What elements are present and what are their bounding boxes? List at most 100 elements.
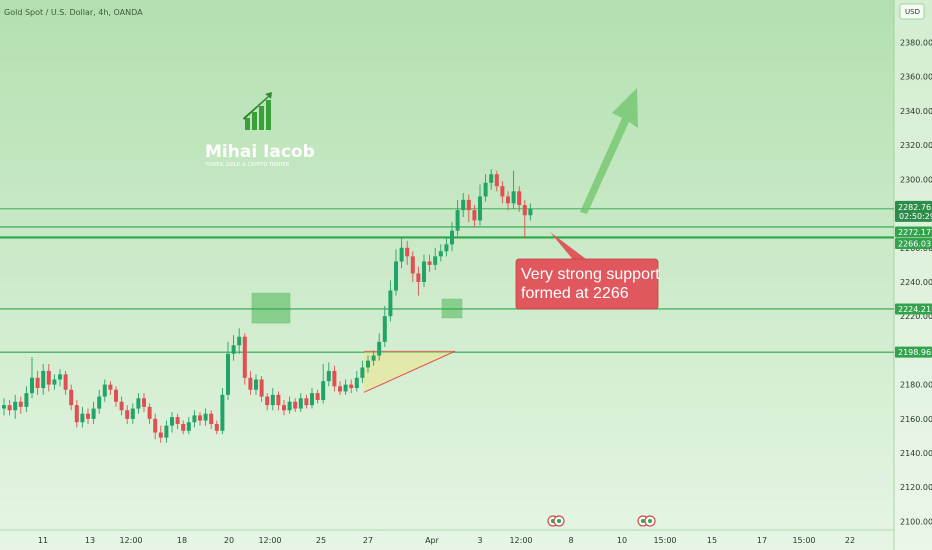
x-tick-9: 3 xyxy=(477,536,482,545)
candle-body-40 xyxy=(226,353,230,395)
candle-body-7 xyxy=(41,370,46,389)
candle-body-37 xyxy=(209,413,214,424)
callout-line-2: formed at 2266 xyxy=(521,285,629,302)
candle-body-21 xyxy=(119,401,124,411)
event-badge-2[interactable] xyxy=(553,515,565,527)
candle-body-2 xyxy=(13,401,18,411)
candle-body-85 xyxy=(478,196,482,221)
x-tick-6: 25 xyxy=(316,536,326,545)
candle-body-78 xyxy=(438,251,443,257)
candle-body-61 xyxy=(343,384,348,392)
candle-body-55 xyxy=(310,393,314,406)
candle-body-49 xyxy=(276,394,281,406)
x-tick-3: 18 xyxy=(177,536,187,545)
candle-body-10 xyxy=(58,374,62,380)
level-label-4: 2198.965 xyxy=(898,348,932,357)
candle-body-72 xyxy=(405,247,410,257)
level-badge-bg-3 xyxy=(895,303,932,315)
candle-body-54 xyxy=(304,398,309,406)
level-label-3: 2224.215 xyxy=(898,305,932,314)
candle-body-57 xyxy=(321,381,326,401)
x-tick-11: 8 xyxy=(568,536,573,545)
price-badge-bg xyxy=(895,200,932,222)
candle-body-19 xyxy=(108,384,113,390)
candle-body-13 xyxy=(74,405,79,423)
y-tick-2: 2140.000 xyxy=(900,449,932,458)
brand-chart-icon xyxy=(243,92,272,130)
candle-body-38 xyxy=(214,423,219,431)
x-tick-17: 22 xyxy=(845,536,855,545)
currency-label: USD xyxy=(905,8,920,16)
candle-body-31 xyxy=(175,417,180,424)
candle-body-41 xyxy=(231,345,236,354)
candle-body-15 xyxy=(86,413,90,419)
y-axis: 2100.000 2120.000 2140.000 2160.000 2180.000… xyxy=(895,39,932,526)
x-tick-8: Apr xyxy=(425,536,440,545)
candle-body-46 xyxy=(259,379,264,397)
candle-body-14 xyxy=(80,413,85,423)
candle-body-63 xyxy=(354,377,359,389)
candle-body-8 xyxy=(46,370,51,385)
x-tick-10: 12:00 xyxy=(509,536,532,545)
countdown-label: 02:50:29 xyxy=(899,212,932,221)
candle-body-58 xyxy=(326,370,331,382)
y-tick-14: 2380.000 xyxy=(900,39,932,48)
symbol-title[interactable]: Gold Spot / U.S. Dollar, 4h, OANDA xyxy=(4,8,143,17)
candle-body-82 xyxy=(461,199,466,211)
currency-selector[interactable]: USD xyxy=(899,3,925,20)
level-badge-bg-1 xyxy=(895,226,932,238)
candle-body-5 xyxy=(30,377,34,394)
candle-body-87 xyxy=(489,174,494,183)
candle-body-48 xyxy=(270,394,275,406)
candle-body-60 xyxy=(338,386,342,392)
candle-body-67 xyxy=(377,341,382,356)
brand-tagline: FOREX, GOLD & CRYPTO TRADER xyxy=(206,162,290,168)
candle-body-22 xyxy=(125,410,130,419)
candle-body-68 xyxy=(382,316,387,342)
candle-body-50 xyxy=(282,405,286,411)
candle-body-76 xyxy=(427,261,432,265)
x-tick-14: 15 xyxy=(707,536,717,545)
candle-body-93 xyxy=(522,205,527,216)
triangle-rising-edge xyxy=(363,350,456,393)
x-tick-2: 12:00 xyxy=(119,536,142,545)
candle-body-34 xyxy=(192,415,197,423)
y-tick-12: 2340.000 xyxy=(900,107,932,116)
candle-body-71 xyxy=(399,247,404,262)
x-tick-13: 15:00 xyxy=(653,536,676,545)
candle-body-59 xyxy=(332,370,337,387)
candle-body-23 xyxy=(130,408,135,419)
candle-body-75 xyxy=(422,261,426,282)
candle-body-62 xyxy=(349,384,354,389)
candle-body-27 xyxy=(153,418,158,433)
candle-body-64 xyxy=(360,367,365,378)
demand-zone-left xyxy=(251,292,291,324)
candle-body-47 xyxy=(265,396,270,406)
support-callout[interactable]: Very strong support formed at 2266 xyxy=(515,232,660,310)
level-badge-bg-2 xyxy=(895,237,932,249)
candle-body-77 xyxy=(433,256,438,265)
x-tick-1: 13 xyxy=(85,536,95,545)
candle-body-73 xyxy=(410,256,415,274)
callout-box xyxy=(515,258,659,310)
candle-body-79 xyxy=(444,244,449,252)
candle-body-32 xyxy=(181,423,186,431)
candle-body-33 xyxy=(186,422,191,431)
candle-body-4 xyxy=(24,393,29,407)
x-tick-16: 15:00 xyxy=(792,536,815,545)
level-label-1: 2272.177 xyxy=(898,228,932,237)
y-tick-11: 2320.000 xyxy=(900,141,932,150)
candle-body-3 xyxy=(18,401,23,407)
candle-body-92 xyxy=(517,191,522,206)
candle-body-24 xyxy=(136,398,141,409)
y-tick-0: 2100.000 xyxy=(900,517,932,526)
candle-body-84 xyxy=(472,210,477,221)
candle-body-0 xyxy=(2,405,6,409)
candle-body-91 xyxy=(511,191,516,204)
candle-body-80 xyxy=(450,230,454,245)
candle-body-74 xyxy=(416,273,421,282)
event-badge-4[interactable] xyxy=(644,515,656,527)
x-tick-4: 20 xyxy=(224,536,234,545)
